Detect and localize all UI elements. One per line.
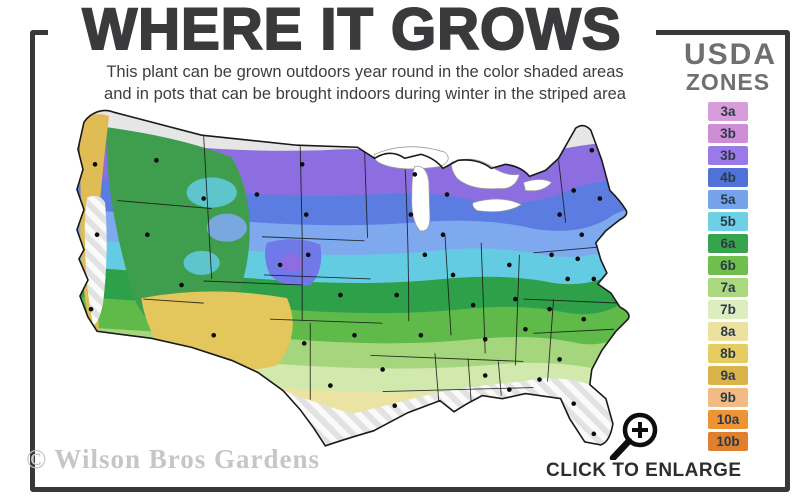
- us-map-svg: [76, 109, 630, 447]
- lake-huron: [450, 158, 520, 190]
- page-title: WHERE IT GROWS: [48, 0, 656, 63]
- zone-swatch-9a-12: 9a: [708, 366, 748, 386]
- zone-swatch-6b-7: 6b: [708, 256, 748, 276]
- southern-striped-area: [283, 378, 613, 446]
- state-lines: [117, 136, 620, 404]
- usda-zones-legend: USDA ZONES 3a 3b 3b 4b 5a 5b 6a 6b 7a 7b 8a 8b 9a 9b 1…: [684, 38, 778, 454]
- zone-swatch-7a-8: 7a: [708, 278, 748, 298]
- lake-erie: [472, 198, 523, 213]
- subtitle-line-1: This plant can be grown outdoors year ro…: [106, 63, 624, 81]
- subtitle: This plant can be grown outdoors year ro…: [60, 62, 670, 106]
- california-striped-valley: [84, 195, 107, 326]
- zone-swatch-4b-3: 4b: [708, 168, 748, 188]
- zone-swatch-6a-6: 6a: [708, 234, 748, 254]
- great-lakes: [373, 146, 553, 232]
- watermark: © Wilson Bros Gardens: [26, 444, 320, 474]
- us-outline: [76, 109, 630, 447]
- magnifier-zoom-icon[interactable]: [600, 403, 664, 467]
- zone-swatch-3b-2: 3b: [708, 146, 748, 166]
- zone-swatch-8a-10: 8a: [708, 322, 748, 342]
- zone-swatch-9b-13: 9b: [708, 388, 748, 408]
- zone-swatch-5a-4: 5a: [708, 190, 748, 210]
- us-hardiness-zone-map[interactable]: [50, 102, 665, 469]
- zone-swatch-10a-14: 10a: [708, 410, 748, 430]
- zone-swatch-3b-1: 3b: [708, 124, 748, 144]
- zone-swatch-10b-15: 10b: [708, 432, 748, 452]
- zone-list: 3a 3b 3b 4b 5a 5b 6a 6b 7a 7b 8a 8b 9a 9b 10a 10b: [684, 102, 772, 452]
- zone-swatch-3a-0: 3a: [708, 102, 748, 122]
- zone-swatch-8b-11: 8b: [708, 344, 748, 364]
- west-patch-cyan-2: [183, 250, 220, 275]
- subtitle-line-2: and in pots that can be brought indoors …: [104, 84, 626, 103]
- zone-swatch-7b-9: 7b: [708, 300, 748, 320]
- lake-superior: [373, 146, 449, 170]
- west-patch-cyan-1: [186, 177, 237, 208]
- legend-title-usda: USDA: [684, 38, 778, 71]
- click-to-enlarge-button[interactable]: CLICK TO ENLARGE: [536, 460, 752, 482]
- southwest-gold-patch: [141, 291, 293, 372]
- colorado-purple-patch: [280, 253, 305, 272]
- zone-shading: [76, 110, 629, 446]
- city-dots: [88, 147, 603, 437]
- legend-title-zones: ZONES: [685, 69, 771, 95]
- west-patch-blue: [206, 213, 247, 242]
- zone-swatch-5b-5: 5b: [708, 212, 748, 232]
- lake-ontario: [522, 179, 553, 192]
- lake-michigan: [411, 165, 431, 232]
